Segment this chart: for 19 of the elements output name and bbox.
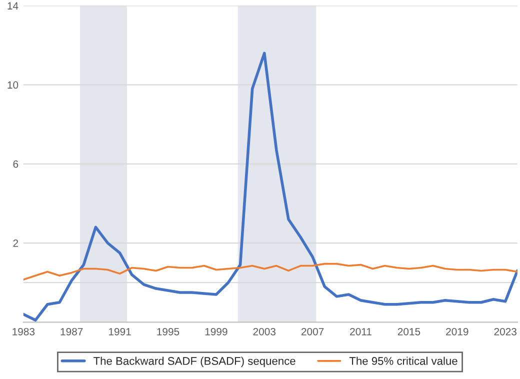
y-tick-label: 2 — [13, 240, 18, 247]
y-tick-label: 14 — [8, 2, 18, 10]
x-tick-label: 1999 — [205, 328, 228, 336]
x-tick-label: 1991 — [109, 328, 131, 336]
legend-label: The 95% critical value — [349, 356, 458, 365]
x-tick-label: 2011 — [350, 328, 372, 336]
x-tick-label: 2019 — [446, 328, 468, 336]
line-series — [23, 262, 518, 281]
x-tick-label: 1987 — [60, 328, 83, 336]
legend-label: The Backward SADF (BSADF) sequence — [94, 356, 296, 368]
x-tick-label: 2015 — [398, 328, 420, 336]
x-tick-label: 2003 — [253, 328, 276, 336]
x-tick-label: 2007 — [302, 328, 324, 336]
y-tick-label: 6 — [13, 160, 18, 168]
x-tick-label: 1995 — [157, 328, 180, 336]
y-tick-label: 10 — [8, 81, 18, 89]
x-tick-label: 2023 — [494, 328, 516, 336]
line-series — [23, 52, 518, 322]
x-tick-label: 1983 — [12, 328, 35, 336]
